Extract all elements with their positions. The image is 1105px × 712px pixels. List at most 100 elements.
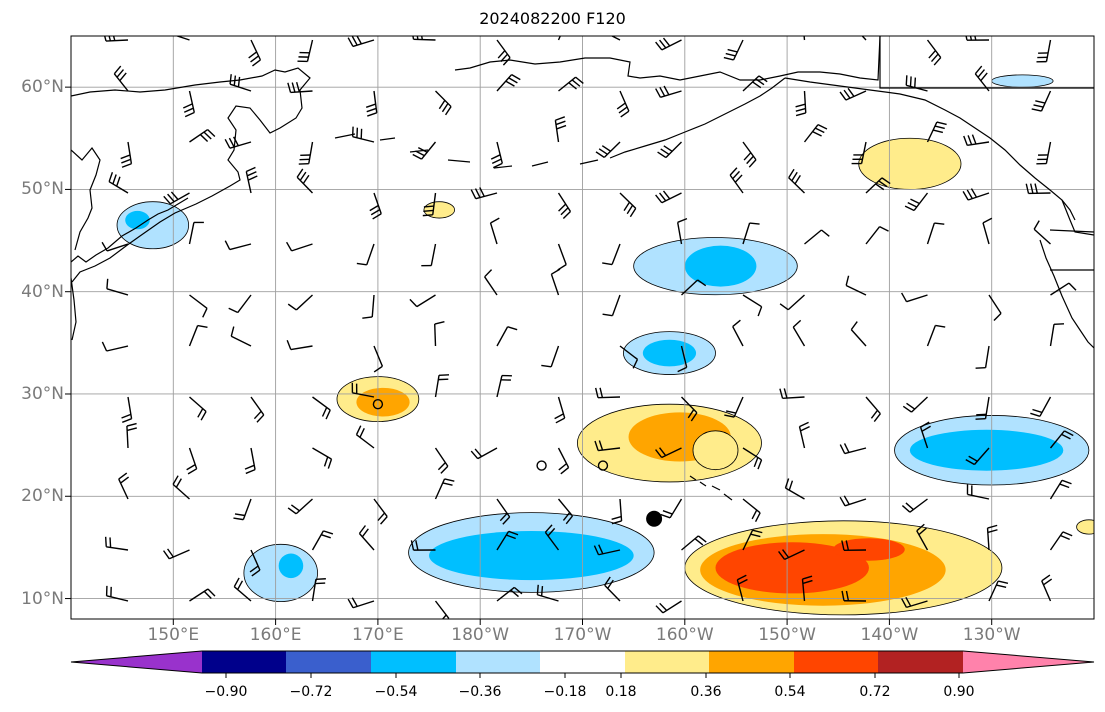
wind-barb <box>963 134 990 147</box>
us-interior-border <box>1049 229 1094 271</box>
wind-barb <box>106 278 129 296</box>
wind-barb <box>470 447 498 460</box>
wind-barb <box>901 498 928 513</box>
wind-barb <box>496 530 519 551</box>
wind-barb <box>489 217 500 245</box>
longitude-label: 150°E <box>147 625 200 645</box>
wind-barb <box>988 294 1002 321</box>
canada-us-west-coast <box>1061 199 1094 236</box>
longitude-label: 160°E <box>249 625 302 645</box>
alaska-peninsula <box>609 77 786 159</box>
colorbar-tick-label: 0.18 <box>605 684 637 700</box>
wind-barb <box>126 422 137 449</box>
wind-barb <box>351 382 375 398</box>
wind-barb <box>736 574 748 602</box>
wind-barb <box>803 124 828 143</box>
storm-position-marker <box>646 510 663 527</box>
canada-interior-border <box>879 36 1094 89</box>
wind-barb <box>962 188 990 201</box>
wind-barb <box>230 326 252 347</box>
wind-barb <box>369 192 382 220</box>
wind-barb <box>926 39 942 66</box>
wind-barb <box>795 90 807 117</box>
wind-barb <box>484 269 498 296</box>
wind-barb <box>120 141 133 168</box>
wind-barb <box>779 388 805 400</box>
wind-barb <box>1036 39 1052 63</box>
open-circle-marker <box>597 460 609 471</box>
wind-barb <box>557 192 572 219</box>
wind-barb <box>188 221 204 245</box>
wind-barb <box>905 75 928 92</box>
negative-anomaly-level2 <box>684 245 757 287</box>
wind-barb <box>801 575 813 602</box>
wind-barb <box>557 36 562 41</box>
latitude-label: 30°N <box>21 383 64 404</box>
positive-anomaly-level3 <box>715 542 869 594</box>
wind-barb <box>557 447 570 475</box>
wind-barb <box>986 524 998 551</box>
wind-barb <box>105 585 129 602</box>
wind-barb <box>186 447 198 475</box>
wind-barb <box>1031 90 1052 112</box>
wind-barb <box>496 498 511 525</box>
longitude-label: 180°W <box>451 625 510 645</box>
wind-barb <box>1049 531 1073 551</box>
wind-barb <box>233 498 252 521</box>
positive-anomaly-level2 <box>356 387 410 417</box>
longitude-label: 150°W <box>758 625 816 645</box>
wind-barb <box>902 396 928 413</box>
wind-barb <box>965 447 990 466</box>
negative-anomaly-level2 <box>429 531 634 581</box>
wind-barb <box>118 472 130 500</box>
wind-barb <box>595 141 621 158</box>
wind-barb <box>966 484 990 500</box>
wind-barb <box>248 39 262 67</box>
colorbar <box>70 650 1095 678</box>
wind-barb <box>287 498 313 515</box>
wind-barb <box>554 116 567 143</box>
wind-barb <box>189 129 216 143</box>
wind-barb <box>172 475 190 500</box>
wind-barb <box>182 90 195 118</box>
colorbar-segment <box>625 651 709 673</box>
wind-barb <box>229 74 252 92</box>
wind-barb <box>296 168 314 194</box>
wind-barb <box>865 177 891 194</box>
wind-barb <box>1049 430 1074 449</box>
japan-east-coast <box>71 277 77 341</box>
wind-barb <box>660 498 683 519</box>
wind-barb <box>926 222 945 245</box>
wind-barb <box>610 36 621 41</box>
colorbar-tick-label: 0.90 <box>943 684 975 700</box>
open-circle-marker <box>372 399 384 410</box>
wind-barb <box>297 39 314 63</box>
wind-barb <box>926 121 947 143</box>
wind-barb <box>286 339 313 351</box>
coastlines <box>71 36 1094 501</box>
wind-barb <box>926 324 946 347</box>
negative-anomaly-level2 <box>642 339 697 367</box>
wind-barb <box>312 396 331 420</box>
wind-barbs <box>101 36 1077 619</box>
latitude-label: 50°N <box>21 179 64 200</box>
wind-barb <box>550 268 561 296</box>
wind-barb <box>311 530 334 551</box>
wind-barb <box>189 588 216 602</box>
wind-barb <box>287 294 313 311</box>
wind-barb <box>904 192 929 212</box>
wind-barb <box>434 374 450 398</box>
colorbar-tick-label: 0.36 <box>690 684 722 700</box>
wind-barb <box>975 396 990 420</box>
wind-barb <box>189 396 207 421</box>
wind-barb <box>554 396 566 424</box>
wind-barb <box>1050 282 1077 296</box>
negative-anomaly-level2 <box>278 553 304 579</box>
wind-barb <box>742 222 760 245</box>
positive-anomaly-level3 <box>833 538 905 561</box>
wind-barb <box>496 326 518 347</box>
wind-barb <box>224 240 252 251</box>
wind-barb <box>792 319 806 347</box>
wind-barb <box>250 396 265 423</box>
